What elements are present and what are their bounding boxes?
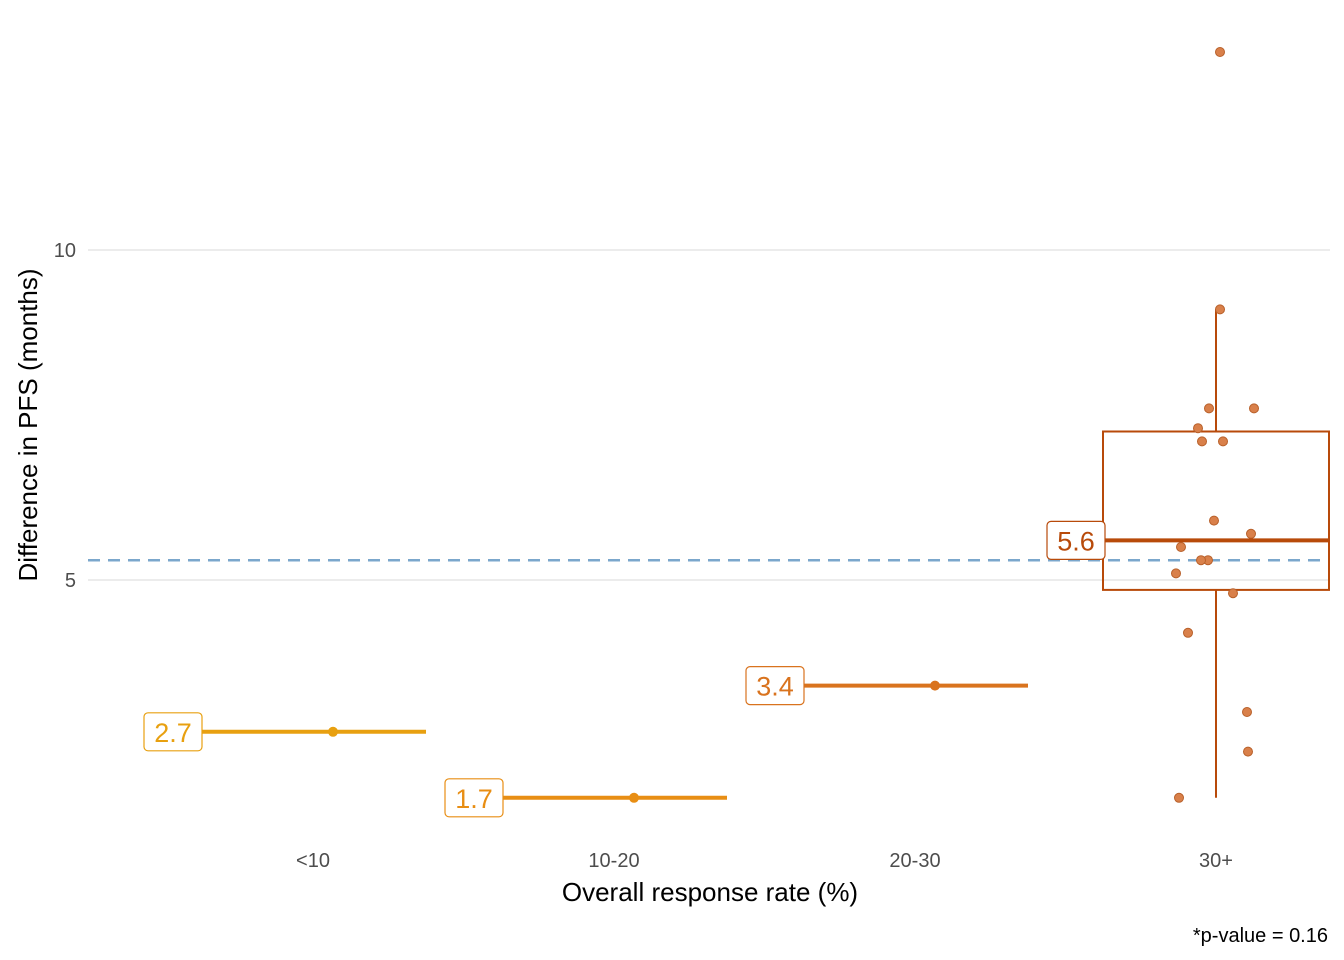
- y-tick-label: 5: [65, 570, 76, 592]
- data-point: [1228, 588, 1238, 599]
- data-point: [1174, 792, 1184, 803]
- data-point: [1204, 403, 1214, 414]
- data-point: [1196, 555, 1206, 566]
- median-label-box: [1046, 520, 1106, 561]
- median-label-box: [143, 712, 203, 752]
- median-label: 5.6: [1057, 526, 1095, 556]
- median-label-box: [444, 778, 504, 818]
- x-tick-label: 30+: [1199, 850, 1233, 872]
- median-label-box: [745, 665, 805, 706]
- grid-lines: [88, 249, 1330, 581]
- y-tick-labels: 5 10: [54, 240, 76, 592]
- data-point: [1197, 436, 1207, 447]
- data-point: [1183, 627, 1193, 638]
- x-tick-label: 10-20: [588, 850, 639, 872]
- median-label: 3.4: [756, 672, 794, 702]
- chart-marks: 2.7 1.7 3.4 5.6: [143, 47, 1330, 818]
- x-tick-label: 20-30: [889, 850, 940, 872]
- data-point: [1218, 436, 1228, 447]
- data-point: [1215, 304, 1225, 315]
- x-tick-labels: <10 10-20 20-30 30+: [296, 850, 1233, 872]
- data-point: [1171, 568, 1181, 579]
- median-label: 2.7: [154, 718, 192, 748]
- y-tick-label: 10: [54, 240, 76, 262]
- caption-p-value: *p-value = 0.16: [1193, 925, 1328, 947]
- data-point: [1209, 515, 1219, 526]
- data-point: [1176, 542, 1186, 552]
- data-point: [1193, 423, 1203, 434]
- x-tick-label: <10: [296, 850, 330, 872]
- median-label: 1.7: [455, 784, 493, 814]
- data-point: [1243, 746, 1253, 757]
- x-axis-title: Overall response rate (%): [562, 877, 858, 907]
- y-axis-title: Difference in PFS (months): [13, 268, 43, 581]
- box-30-plus: [1102, 430, 1330, 591]
- data-point: [1215, 47, 1225, 57]
- data-point: [1249, 403, 1259, 414]
- data-point: [1246, 528, 1256, 539]
- data-point: [1242, 707, 1252, 717]
